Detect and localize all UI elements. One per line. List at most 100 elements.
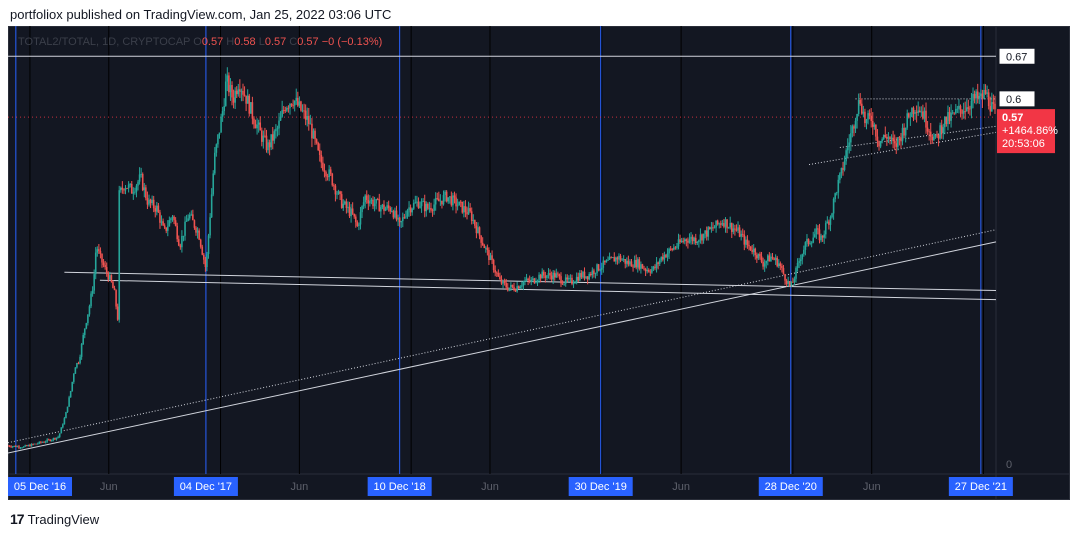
candle-body — [359, 212, 362, 225]
candle-body — [232, 97, 235, 103]
candle-body — [306, 116, 309, 120]
candle-body — [397, 217, 399, 220]
footer-brand[interactable]: TradingView — [27, 511, 100, 527]
candle-body — [474, 220, 476, 226]
candle-body — [287, 107, 290, 109]
candle-body — [903, 127, 905, 136]
candle-body — [839, 173, 841, 180]
candle-body — [115, 290, 117, 307]
candle-body — [69, 390, 72, 398]
candle-body — [517, 286, 520, 289]
candle-body — [104, 265, 106, 268]
candle-body — [246, 95, 249, 104]
candle-body — [585, 276, 587, 279]
candle-body — [788, 281, 791, 286]
symbol-legend: TOTAL2/TOTAL, 1D, CRYPTOCAP O0.57 H0.58 … — [18, 36, 382, 48]
candle-body — [239, 89, 241, 92]
candle-body — [600, 267, 603, 270]
candle-body — [391, 211, 393, 212]
candle-body — [865, 119, 868, 124]
candle-body — [218, 132, 221, 135]
candle-body — [851, 126, 854, 134]
candle-body — [817, 228, 819, 230]
candle-body — [146, 198, 149, 205]
candle-body — [962, 111, 965, 114]
candle-body — [669, 248, 672, 250]
candle-body — [83, 328, 86, 335]
candle-body — [148, 199, 150, 205]
candle-body — [610, 257, 612, 259]
candle-body — [292, 105, 294, 107]
ohlc-change: −0 (−0.13%) — [322, 36, 383, 48]
candle-body — [51, 439, 53, 441]
candle-body — [267, 142, 269, 151]
candle-body — [622, 259, 625, 260]
candle-body — [502, 280, 504, 284]
candle-body — [154, 208, 157, 212]
candle-body — [629, 261, 631, 265]
candle-body — [615, 257, 617, 262]
chart-panel[interactable] — [8, 26, 1070, 500]
candle-body — [112, 281, 114, 289]
candle-body — [840, 167, 843, 174]
candle-body — [101, 253, 103, 263]
candle-body — [157, 205, 160, 213]
candle-body — [265, 135, 268, 151]
candle-body — [159, 212, 161, 223]
candle-body — [657, 262, 659, 264]
candle-body — [425, 203, 428, 212]
candle-body — [510, 284, 512, 288]
candle-body — [463, 206, 465, 213]
candle-body — [123, 189, 125, 191]
candle-body — [933, 136, 935, 141]
candle-body — [389, 207, 392, 212]
candle-body — [414, 202, 417, 204]
candle-body — [721, 223, 724, 225]
candle-body — [403, 217, 406, 219]
candle-body — [176, 225, 178, 240]
candle-body — [792, 282, 794, 283]
candle-body — [290, 103, 293, 106]
candle-body — [314, 130, 316, 140]
candle-body — [954, 109, 957, 114]
candle-body — [781, 265, 783, 268]
candle-body — [259, 122, 262, 131]
candle-body — [217, 134, 219, 145]
candle-body — [884, 134, 887, 137]
candle-body — [40, 441, 42, 443]
candlestick-chart[interactable]: TOTAL2/TOTAL, 1D, CRYPTOCAP O0.57 H0.58 … — [8, 26, 1070, 500]
candle-body — [372, 199, 374, 207]
candle-body — [18, 446, 20, 448]
candle-body — [760, 256, 763, 262]
candle-body — [27, 445, 30, 447]
candle-body — [447, 197, 450, 202]
time-tick-label: Jun — [291, 481, 309, 493]
ohlc-label: H — [226, 36, 234, 48]
candle-body — [409, 207, 412, 213]
candle-body — [976, 91, 979, 99]
candle-body — [318, 150, 321, 155]
candle-body — [201, 246, 204, 255]
candle-body — [470, 211, 473, 221]
candle-body — [58, 433, 61, 437]
time-tick-label: Jun — [863, 481, 881, 493]
candle-body — [478, 227, 481, 236]
candle-body — [975, 91, 977, 99]
candle-body — [223, 105, 225, 112]
candle-body — [162, 221, 164, 226]
candle-body — [665, 254, 667, 258]
tradingview-logo-icon[interactable]: 17 — [10, 511, 25, 527]
candle-body — [320, 154, 323, 163]
candle-body — [904, 127, 907, 136]
candle-body — [989, 106, 992, 112]
candle-body — [242, 90, 244, 95]
candle-body — [309, 123, 312, 125]
candle-body — [978, 95, 981, 99]
horizontal-trendline-lower — [99, 279, 997, 301]
candle-body — [30, 443, 33, 447]
candle-body — [984, 89, 987, 94]
candle-body — [187, 218, 189, 221]
candle-body — [810, 242, 813, 244]
candle-body — [801, 254, 804, 260]
candle-body — [65, 412, 67, 419]
